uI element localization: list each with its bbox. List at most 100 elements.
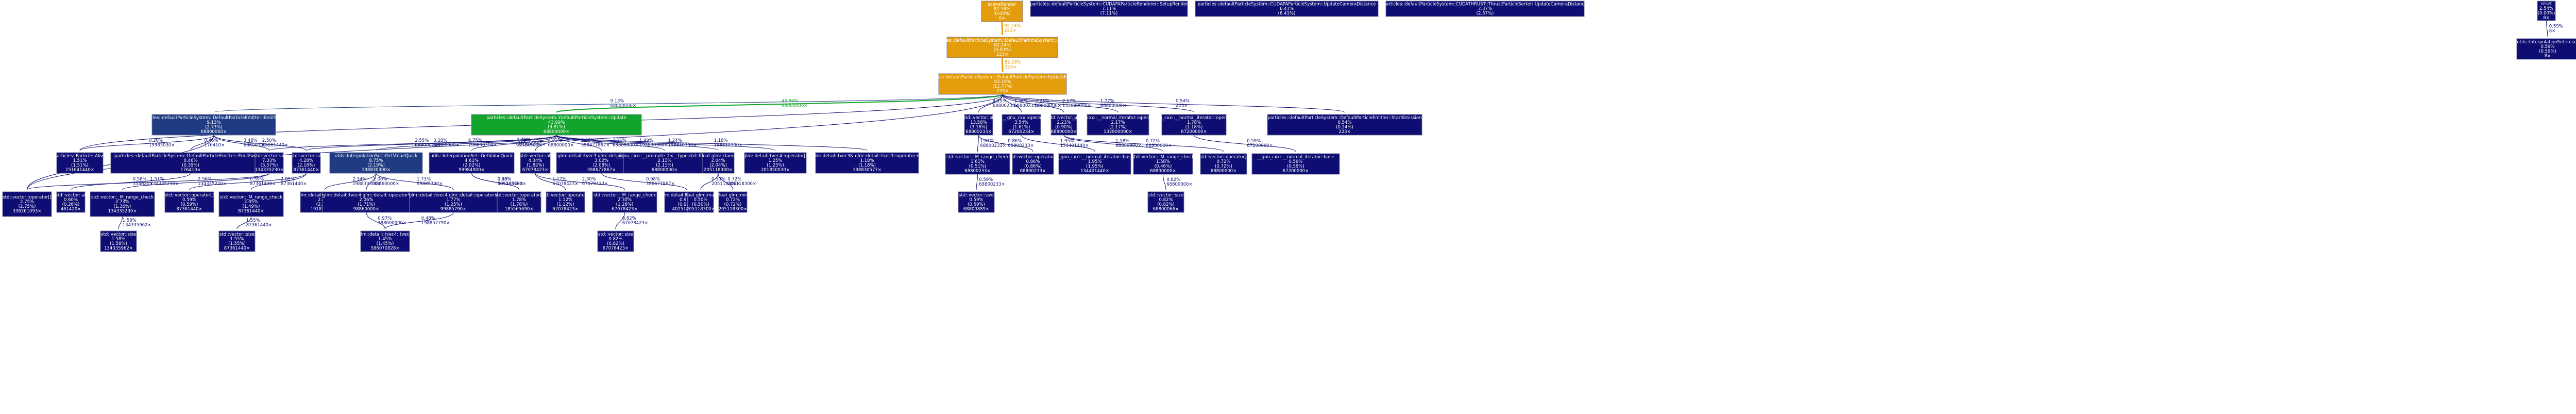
call-node[interactable]: __gnu_cxx::__normal_iterator::operator+1… [1149, 114, 1239, 136]
call-node-label: std::vector::_M_range_check [946, 155, 1009, 160]
call-node-stat: (1.18%) [1185, 125, 1203, 130]
call-node-stat: (1.25%) [445, 202, 462, 207]
call-node[interactable]: particles::defaultParticleSystem::Defaul… [933, 37, 1073, 58]
call-node-label: std::vector::operator[] [165, 193, 214, 198]
call-edge-count: 398677867× [646, 181, 675, 187]
call-node[interactable]: std::vector::_M_range_check2.73%(1.36%)1… [90, 191, 155, 217]
call-node[interactable]: std::vector::operator[]1.12%(1.12%)67078… [541, 191, 590, 213]
call-node[interactable]: std::vector::at0.60%(0.26%)461420× [56, 191, 87, 213]
call-node-stat: (1.58%) [110, 241, 127, 246]
call-node[interactable]: particles::defaultParticleSystem::CUDAPA… [1030, 1, 1188, 17]
call-node[interactable]: particles::defaultParticleSystem::Defaul… [110, 152, 271, 174]
call-edge-line [718, 173, 733, 190]
call-node[interactable]: std::vector::at2.23%(0.90%)68800000× [1048, 114, 1080, 136]
call-node[interactable]: utils::InterpolationSet::GetValueQuick4.… [429, 152, 515, 174]
call-edge-line [1002, 94, 1022, 113]
call-node-box [1200, 153, 1247, 175]
call-edge-percent: 0.59% [1247, 139, 1261, 144]
call-node-stat: 201850030× [761, 168, 790, 173]
call-node[interactable]: glm::detail::tvec4 glm::detail::operator… [322, 191, 411, 213]
call-edge-line [1002, 94, 1118, 113]
call-node[interactable]: std::vector::_M_range_check2.05%(1.49%)8… [218, 191, 284, 217]
call-node-box [471, 114, 642, 136]
call-edge-percent: 2.17% [1062, 99, 1076, 104]
call-edge-count: 80510878× [498, 181, 523, 187]
call-node[interactable]: particles::defaultParticleSystem::CUDATH… [1383, 1, 1587, 17]
call-node-stat: 67200234× [1008, 129, 1034, 135]
call-node-box [329, 152, 423, 174]
call-node[interactable]: std::vector::_M_range_check1.58%(0.46%)6… [1132, 153, 1194, 175]
call-node-label: utils::InterpolationSet::reset [2517, 40, 2576, 45]
call-node[interactable]: glm::detail::tvec4 glm::detail::operator… [409, 191, 498, 213]
call-node[interactable]: __gnu_cxx::__normal_iterator::base1.95%(… [1056, 153, 1133, 175]
call-node[interactable]: std::vector::at4.34%(1.82%)67078423× [520, 152, 551, 174]
call-edge: 0.97%388600000× [366, 212, 406, 229]
call-node-box [946, 37, 1058, 58]
call-node[interactable]: std::vector::operator[]2.75%(2.75%)33626… [2, 191, 52, 217]
call-node-stat: (2.17%) [1109, 125, 1127, 130]
call-node[interactable]: std::vector::operator[]0.86%(0.86%)68800… [1009, 153, 1058, 175]
call-edge-percent: 0.72% [1146, 139, 1160, 144]
call-node[interactable]: bool __gnu_cxx::operator<3.54%(1.61%)672… [992, 114, 1051, 136]
call-node[interactable]: utils::InterpolationSet::GetValueQuick8.… [329, 152, 423, 174]
call-node-stat: 1.77% [446, 197, 460, 203]
call-node[interactable]: std::vector::operator[]0.59%(0.59%)87361… [164, 191, 214, 213]
call-node[interactable]: __gnu_cxx::__normal_iterator::operator++… [1071, 114, 1164, 136]
call-edge-line [385, 212, 454, 229]
call-node[interactable]: particles::defaultParticleSystem::CUDAPA… [1195, 1, 1379, 17]
call-node[interactable]: particles::defaultParticleSystem::Defaul… [924, 73, 1081, 95]
call-node-stat: (1.71%) [358, 202, 375, 207]
call-node-stat: (1.55%) [228, 241, 246, 246]
call-node-stat: (0.72%) [724, 202, 742, 207]
call-node-label: particles::defaultParticleSystem::Defaul… [933, 38, 1073, 43]
call-node[interactable]: __gnu_cxx::__normal_iterator::base0.59%(… [1251, 153, 1340, 175]
call-edge-percent: 0.97% [378, 216, 392, 221]
call-node[interactable]: particles::defaultParticleSystem::Defaul… [471, 114, 642, 136]
call-node[interactable]: particles::defaultParticleSystem::Defaul… [1267, 114, 1422, 136]
call-edge: 0.98%398677867× [601, 173, 687, 190]
call-node[interactable]: utils::InterpolationSet::reset0.59%(0.59… [2516, 38, 2576, 60]
call-node-stat: 0.59% [1289, 159, 1302, 164]
call-node[interactable]: particles::defaultParticleSystem::Defaul… [140, 114, 287, 136]
call-edge: 1.28%185565690× [471, 173, 526, 190]
call-node[interactable]: std::vector::at7.33%(3.57%)134335230× [254, 152, 285, 174]
call-node-stat: 0.59% [182, 197, 196, 203]
call-node-stat: 68800066× [1153, 207, 1179, 212]
call-node[interactable]: particles::Particle::Alive1.51%(1.51%)15… [54, 152, 106, 174]
call-node[interactable]: __gnu_cxx::__promote_2<__type,std::float… [616, 152, 713, 174]
call-edge: 0.59%87361440× [189, 173, 307, 190]
call-node[interactable]: std::vector::at4.28%(2.16%)87361440× [291, 152, 323, 174]
call-node[interactable]: glm::detail::tvec4::tvec41.45%(1.45%)586… [358, 230, 412, 252]
call-node-stat: (6.41%) [1278, 11, 1296, 16]
call-node-box [2537, 1, 2556, 21]
call-node-stat: (1.36%) [114, 204, 131, 209]
call-node-label: sceneRender [988, 2, 1016, 7]
call-node[interactable]: std::vector::operator[]0.72%(0.72%)68800… [1199, 153, 1248, 175]
call-node[interactable]: std::vector::operator[]1.78%(1.78%)18556… [495, 191, 544, 213]
call-node-box [164, 191, 214, 213]
call-node-stat: (0.00%) [994, 47, 1011, 53]
call-edge-percent: 1.77% [1100, 99, 1114, 104]
call-node[interactable]: std::vector::_M_range_check2.30%(1.28%)6… [592, 191, 657, 213]
call-edge-count: 205118300× [711, 181, 740, 187]
call-node-stat: 1.58% [1156, 159, 1170, 164]
call-node[interactable]: glm::detail::tvec4::operator[]1.25%(1.25… [743, 152, 807, 174]
call-node-stat: 98860000× [353, 207, 379, 212]
call-node[interactable]: glm::detail::tvec3& glm::detail::tvec3::… [811, 152, 923, 174]
call-node-stat: 3.54% [1014, 120, 1028, 125]
call-node-stat: 9.13% [207, 120, 221, 125]
call-node-stat: 2.17% [1111, 120, 1125, 125]
call-edge-count: 98860000× [374, 181, 399, 187]
call-node[interactable]: std::vector::_M_range_check1.61%(0.51%)6… [945, 153, 1010, 175]
